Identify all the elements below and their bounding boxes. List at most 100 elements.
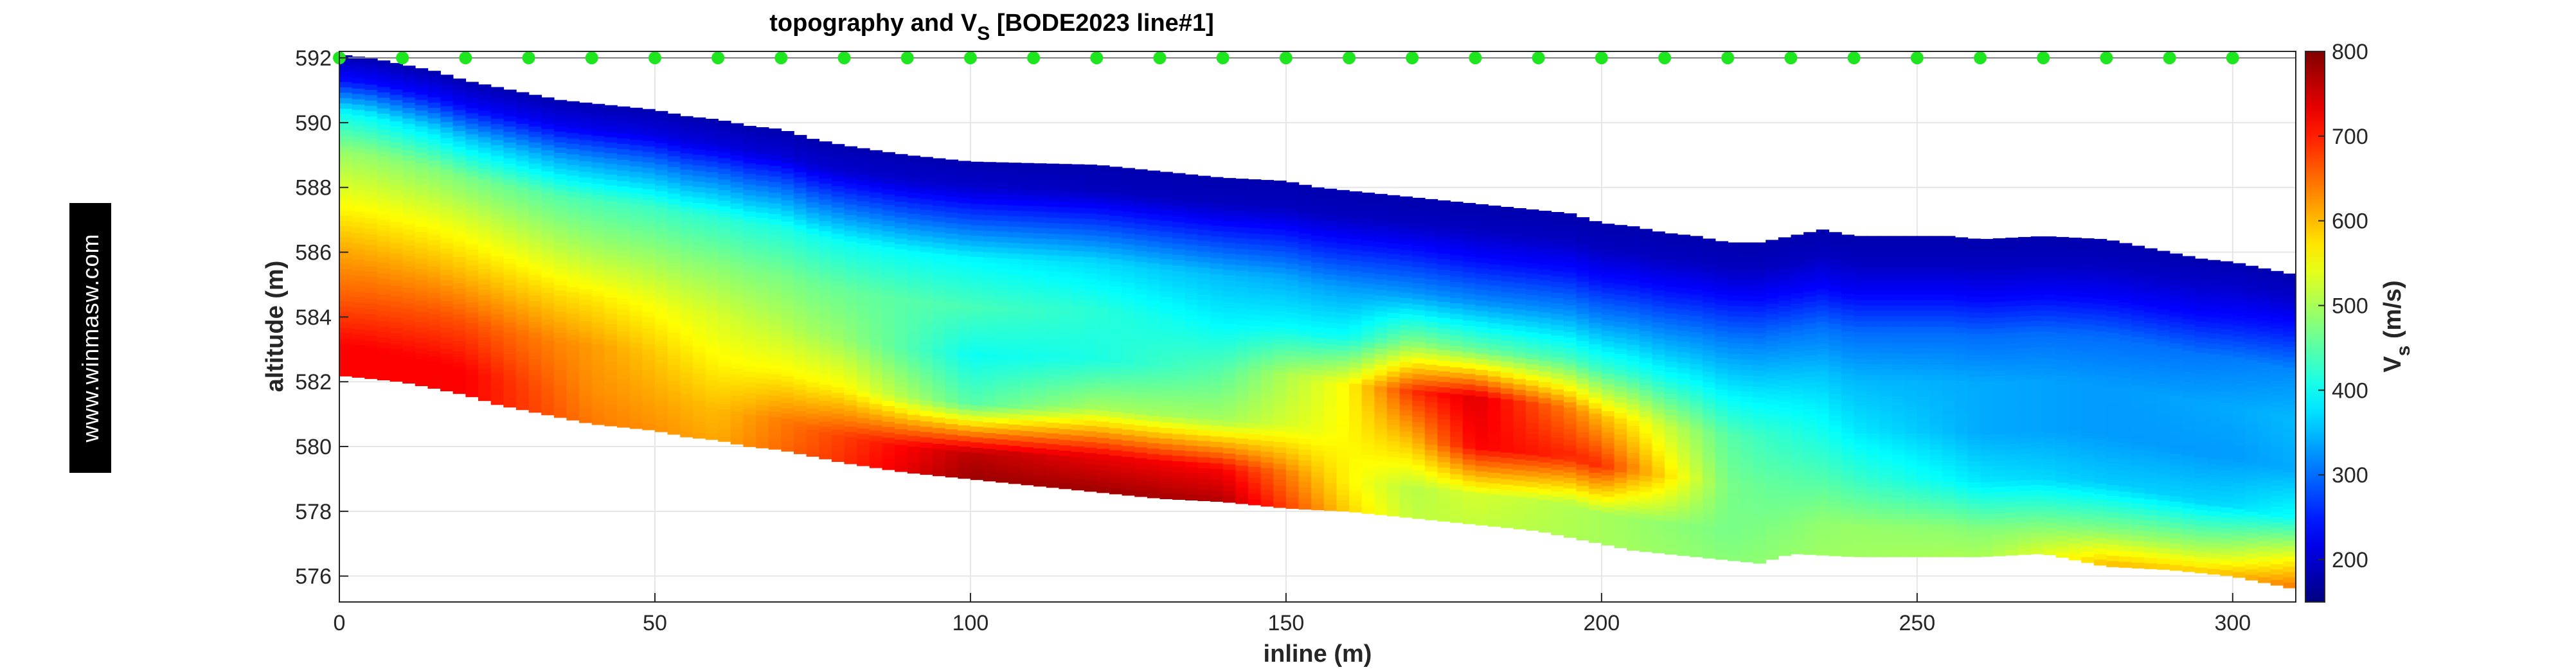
section-cell bbox=[1159, 199, 1173, 206]
section-cell bbox=[1008, 339, 1022, 345]
section-cell bbox=[806, 303, 819, 309]
section-cell bbox=[857, 418, 870, 424]
section-cell bbox=[680, 217, 693, 224]
section-cell bbox=[1222, 318, 1237, 324]
section-cell bbox=[1260, 207, 1274, 213]
section-cell bbox=[907, 409, 921, 416]
section-cell bbox=[882, 173, 895, 179]
section-cell bbox=[996, 162, 1009, 168]
section-cell bbox=[819, 421, 832, 428]
section-cell bbox=[1021, 356, 1034, 362]
section-cell bbox=[806, 208, 819, 214]
section-cell bbox=[857, 148, 870, 154]
section-cell bbox=[1197, 278, 1211, 285]
section-cell bbox=[440, 264, 454, 270]
section-cell bbox=[756, 266, 769, 272]
section-cell bbox=[427, 245, 441, 251]
section-cell bbox=[1109, 248, 1123, 255]
section-cell bbox=[794, 384, 807, 391]
section-cell bbox=[1109, 324, 1123, 331]
section-cell bbox=[440, 243, 454, 249]
section-cell bbox=[831, 387, 845, 393]
section-cell bbox=[566, 372, 580, 378]
section-cell bbox=[667, 140, 681, 146]
section-cell bbox=[566, 239, 580, 245]
section-cell bbox=[718, 147, 731, 154]
section-cell bbox=[958, 213, 971, 220]
section-cell bbox=[1096, 459, 1110, 466]
section-cell bbox=[705, 134, 719, 141]
section-cell bbox=[1122, 353, 1135, 360]
section-cell bbox=[794, 273, 807, 279]
section-cell bbox=[680, 260, 693, 267]
section-column bbox=[1134, 169, 1148, 497]
section-cell bbox=[831, 213, 845, 219]
section-cell bbox=[756, 260, 769, 267]
section-column bbox=[1349, 191, 1363, 513]
section-cell bbox=[1185, 337, 1199, 344]
section-cell bbox=[1285, 464, 1300, 471]
section-cell bbox=[1298, 195, 1312, 202]
section-cell bbox=[1159, 188, 1173, 195]
section-cell bbox=[680, 420, 693, 427]
section-cell bbox=[364, 197, 378, 203]
section-cell bbox=[1159, 259, 1173, 265]
section-cell bbox=[452, 278, 467, 284]
section-cell bbox=[857, 333, 870, 339]
section-cell bbox=[743, 414, 756, 421]
section-cell bbox=[377, 172, 391, 179]
section-cell bbox=[806, 297, 819, 304]
section-cell bbox=[1185, 326, 1199, 333]
section-column bbox=[667, 113, 681, 435]
section-cell bbox=[1008, 462, 1022, 468]
section-cell bbox=[819, 310, 832, 317]
section-cell bbox=[1159, 215, 1173, 222]
section-cell bbox=[579, 278, 593, 285]
section-cell bbox=[983, 252, 996, 258]
section-cell bbox=[478, 247, 492, 254]
section-cell bbox=[1235, 260, 1249, 266]
section-cell bbox=[1185, 483, 1199, 490]
section-cell bbox=[604, 276, 618, 282]
section-cell bbox=[642, 152, 656, 158]
section-cell bbox=[1323, 483, 1337, 490]
section-cell bbox=[667, 338, 681, 344]
section-cell bbox=[920, 263, 933, 269]
section-cell bbox=[781, 301, 794, 308]
section-cell bbox=[1197, 392, 1211, 398]
section-cell bbox=[389, 227, 403, 233]
section-cell bbox=[768, 128, 782, 135]
section-cell bbox=[1109, 450, 1123, 456]
section-cell bbox=[996, 380, 1009, 387]
section-cell bbox=[1046, 379, 1060, 385]
section-cell bbox=[1248, 179, 1262, 186]
section-cell bbox=[528, 312, 542, 318]
section-cell bbox=[629, 305, 643, 312]
section-cell bbox=[743, 382, 756, 389]
section-cell bbox=[1109, 368, 1123, 375]
section-cell bbox=[819, 210, 832, 217]
section-cell bbox=[730, 422, 744, 429]
section-cell bbox=[1361, 246, 1375, 252]
section-cell bbox=[1260, 343, 1274, 349]
section-cell bbox=[1084, 393, 1098, 400]
section-cell bbox=[692, 422, 706, 429]
section-cell bbox=[907, 324, 921, 331]
section-cell bbox=[579, 268, 593, 274]
section-cell bbox=[364, 127, 378, 134]
section-cell bbox=[591, 269, 605, 276]
section-cell bbox=[1197, 273, 1211, 279]
section-column bbox=[1222, 178, 1237, 503]
section-cell bbox=[781, 253, 794, 260]
section-cell bbox=[1336, 190, 1350, 196]
section-cell bbox=[1109, 395, 1123, 402]
section-cell bbox=[1185, 261, 1199, 267]
section-cell bbox=[1349, 362, 1363, 369]
section-cell bbox=[667, 225, 681, 232]
section-cell bbox=[1349, 260, 1363, 267]
section-cell bbox=[528, 385, 542, 392]
section-cell bbox=[528, 369, 542, 376]
section-cell bbox=[1210, 274, 1224, 281]
section-cell bbox=[1298, 255, 1312, 261]
section-cell bbox=[503, 364, 517, 371]
